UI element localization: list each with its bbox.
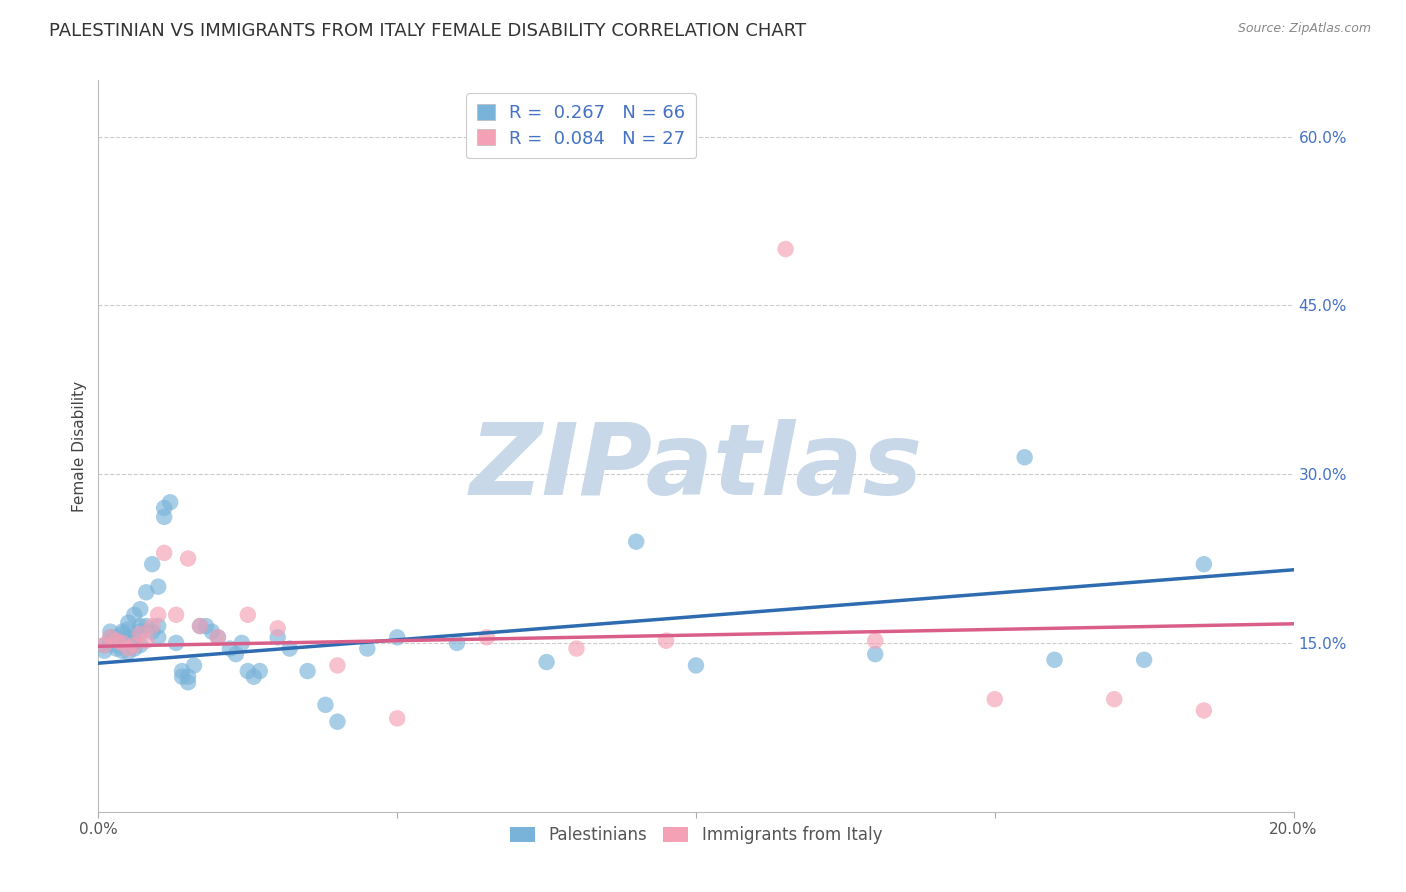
Point xyxy=(141,557,163,571)
Point xyxy=(111,644,134,658)
Point xyxy=(117,645,139,659)
Point xyxy=(153,509,176,524)
Point xyxy=(165,607,187,622)
Point xyxy=(117,623,139,637)
Point xyxy=(177,670,200,684)
Point xyxy=(105,638,128,652)
Point xyxy=(129,627,152,641)
Point xyxy=(98,636,122,650)
Point xyxy=(1133,653,1156,667)
Point xyxy=(111,624,134,639)
Point xyxy=(105,633,128,648)
Point xyxy=(148,580,170,594)
Point xyxy=(124,630,146,644)
Point xyxy=(1043,653,1066,667)
Point xyxy=(1014,450,1036,465)
Point xyxy=(207,630,229,644)
Point xyxy=(385,711,409,725)
Text: Source: ZipAtlas.com: Source: ZipAtlas.com xyxy=(1237,22,1371,36)
Point xyxy=(111,627,134,641)
Point xyxy=(117,630,139,644)
Point xyxy=(315,698,337,712)
Point xyxy=(326,658,349,673)
Point xyxy=(148,619,170,633)
Point xyxy=(124,636,146,650)
Point xyxy=(93,638,115,652)
Point xyxy=(172,670,194,684)
Point xyxy=(98,630,122,644)
Point xyxy=(183,658,205,673)
Point xyxy=(1192,557,1215,571)
Point xyxy=(172,664,194,678)
Point xyxy=(326,714,349,729)
Point xyxy=(159,495,181,509)
Point xyxy=(188,619,211,633)
Text: PALESTINIAN VS IMMIGRANTS FROM ITALY FEMALE DISABILITY CORRELATION CHART: PALESTINIAN VS IMMIGRANTS FROM ITALY FEM… xyxy=(49,22,806,40)
Point xyxy=(385,630,409,644)
Point xyxy=(267,621,290,635)
Point xyxy=(105,633,128,648)
Point xyxy=(219,641,242,656)
Text: ZIPatlas: ZIPatlas xyxy=(470,419,922,516)
Point xyxy=(129,624,152,639)
Point xyxy=(93,638,115,652)
Point xyxy=(93,644,115,658)
Point xyxy=(124,641,146,656)
Point xyxy=(775,242,797,256)
Point xyxy=(236,664,259,678)
Point xyxy=(135,619,157,633)
Point xyxy=(267,630,290,644)
Point xyxy=(111,636,134,650)
Point xyxy=(1192,703,1215,717)
Point xyxy=(141,624,163,639)
Point xyxy=(188,619,211,633)
Point xyxy=(207,630,229,644)
Point xyxy=(278,641,301,656)
Point xyxy=(98,624,122,639)
Point xyxy=(98,630,122,644)
Point xyxy=(105,630,128,644)
Point xyxy=(865,633,887,648)
Point xyxy=(129,619,152,633)
Point xyxy=(177,551,200,566)
Point xyxy=(153,500,176,515)
Point xyxy=(165,636,187,650)
Point xyxy=(135,633,157,648)
Point xyxy=(225,647,247,661)
Legend: Palestinians, Immigrants from Italy: Palestinians, Immigrants from Italy xyxy=(503,820,889,851)
Point xyxy=(135,585,157,599)
Point xyxy=(446,636,468,650)
Point xyxy=(243,670,266,684)
Point xyxy=(249,664,271,678)
Point xyxy=(201,624,224,639)
Point xyxy=(475,630,498,644)
Point xyxy=(565,641,588,656)
Point xyxy=(536,655,558,669)
Point xyxy=(124,638,146,652)
Point xyxy=(124,607,146,622)
Point xyxy=(177,675,200,690)
Point xyxy=(1104,692,1126,706)
Point xyxy=(195,619,218,633)
Point xyxy=(655,633,678,648)
Point xyxy=(148,607,170,622)
Point xyxy=(626,534,648,549)
Point xyxy=(129,602,152,616)
Point xyxy=(984,692,1007,706)
Point xyxy=(685,658,707,673)
Point xyxy=(297,664,319,678)
Point xyxy=(117,641,139,656)
Point xyxy=(148,630,170,644)
Point xyxy=(231,636,253,650)
Point xyxy=(141,619,163,633)
Point xyxy=(105,641,128,656)
Point xyxy=(153,546,176,560)
Point xyxy=(356,641,378,656)
Point xyxy=(129,638,152,652)
Point xyxy=(865,647,887,661)
Point xyxy=(117,615,139,630)
Point xyxy=(236,607,259,622)
Y-axis label: Female Disability: Female Disability xyxy=(72,380,87,512)
